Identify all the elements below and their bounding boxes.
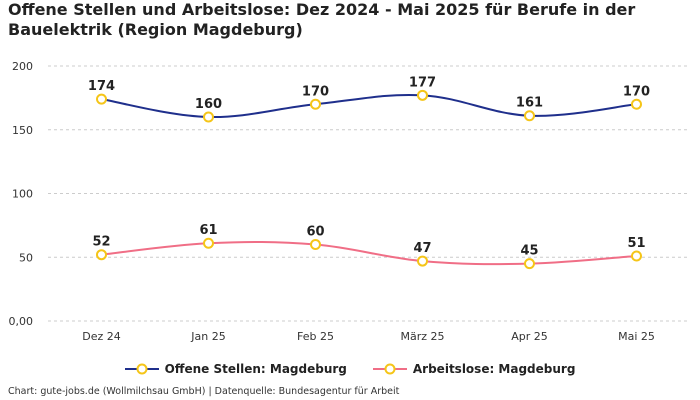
data-label: 160 xyxy=(195,97,222,112)
legend-item-arbeitslose[interactable]: Arbeitslose: Magdeburg xyxy=(372,362,576,376)
data-point xyxy=(310,98,321,110)
y-tick-label: 150 xyxy=(12,124,33,137)
data-markers xyxy=(96,89,642,270)
data-point xyxy=(310,239,321,250)
data-label: 52 xyxy=(92,235,110,250)
legend-swatch-arbeitslose xyxy=(372,363,407,375)
data-labels: 174 160 170 177 161 170 52 61 60 47 45 51 xyxy=(88,75,650,258)
data-label: 174 xyxy=(88,79,115,94)
legend-item-offene-stellen[interactable]: Offene Stellen: Magdeburg xyxy=(124,362,347,376)
line-chart: 0,00 50 100 150 200 Dez 24 Jan 25 Feb 25 März 2… xyxy=(9,60,690,343)
data-label: 47 xyxy=(413,241,431,256)
data-point xyxy=(417,89,428,101)
chart-footer: Chart: gute-jobs.de (Wollmilchsau GmbH) … xyxy=(8,386,400,397)
data-point xyxy=(631,98,642,110)
data-label: 161 xyxy=(516,96,543,111)
x-tick-label: Feb 25 xyxy=(297,330,334,343)
data-point xyxy=(203,111,214,123)
data-point xyxy=(96,93,107,105)
x-tick-label: März 25 xyxy=(400,330,444,343)
data-label: 61 xyxy=(199,223,217,238)
legend: Offene Stellen: Magdeburg Arbeitslose: M… xyxy=(0,362,700,376)
data-label: 170 xyxy=(623,84,650,99)
data-label: 170 xyxy=(302,84,329,99)
x-tick-label: Apr 25 xyxy=(511,330,548,343)
legend-label-offene-stellen: Offene Stellen: Magdeburg xyxy=(164,362,347,376)
data-label: 177 xyxy=(409,75,436,90)
series-line-0 xyxy=(101,93,637,119)
x-tick-label: Jan 25 xyxy=(190,330,225,343)
data-point xyxy=(417,255,428,267)
y-tick-label: 50 xyxy=(19,251,33,264)
data-label: 51 xyxy=(627,236,645,251)
x-tick-label: Mai 25 xyxy=(618,330,655,343)
data-point xyxy=(524,258,535,270)
y-axis: 0,00 50 100 150 200 xyxy=(9,60,34,328)
series-line-1 xyxy=(101,240,637,266)
legend-label-arbeitslose: Arbeitslose: Magdeburg xyxy=(412,362,576,376)
chart-title: Offene Stellen und Arbeitslose: Dez 2024… xyxy=(8,0,636,39)
data-point xyxy=(96,249,107,261)
data-label: 60 xyxy=(306,225,324,240)
y-tick-label: 0,00 xyxy=(9,315,34,328)
series-lines xyxy=(101,93,637,266)
data-point xyxy=(203,237,214,249)
y-tick-label: 100 xyxy=(12,188,33,201)
grid-lines xyxy=(48,65,690,322)
legend-swatch-offene-stellen xyxy=(124,363,159,375)
y-tick-label: 200 xyxy=(12,60,33,73)
x-tick-label: Dez 24 xyxy=(82,330,121,343)
data-point xyxy=(524,110,535,122)
x-axis: Dez 24 Jan 25 Feb 25 März 25 Apr 25 Mai 25 xyxy=(82,330,655,343)
data-point xyxy=(631,250,642,262)
data-label: 45 xyxy=(520,244,538,259)
